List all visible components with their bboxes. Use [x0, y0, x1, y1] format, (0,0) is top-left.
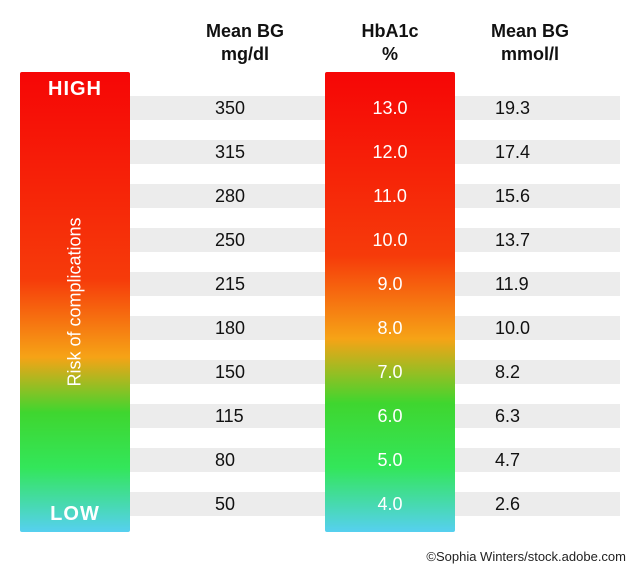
- cell-hba1c: 4.0: [325, 494, 455, 515]
- cell-hba1c: 13.0: [325, 98, 455, 119]
- risk-low-label: LOW: [50, 503, 100, 532]
- cell-hba1c: 8.0: [325, 318, 455, 339]
- cell-mmol: 10.0: [455, 318, 605, 339]
- cell-hba1c: 6.0: [325, 406, 455, 427]
- hba1c-chart: Mean BG mg/dl HbA1c % Mean BG mmol/l 350…: [0, 0, 640, 572]
- risk-high-label: HIGH: [48, 72, 102, 101]
- cell-mgdl: 50: [165, 494, 325, 515]
- header-mgdl-line1: Mean BG: [165, 20, 325, 43]
- credit-text: ©Sophia Winters/stock.adobe.com: [426, 549, 626, 564]
- cell-mmol: 19.3: [455, 98, 605, 119]
- header-mgdl: Mean BG mg/dl: [165, 20, 325, 70]
- cell-mmol: 6.3: [455, 406, 605, 427]
- cell-mmol: 8.2: [455, 362, 605, 383]
- risk-side-label: Risk of complications: [65, 217, 86, 386]
- cell-mgdl: 250: [165, 230, 325, 251]
- cell-mmol: 2.6: [455, 494, 605, 515]
- header-mgdl-line2: mg/dl: [165, 43, 325, 66]
- header-mmol: Mean BG mmol/l: [455, 20, 605, 70]
- header-mmol-line1: Mean BG: [455, 20, 605, 43]
- cell-hba1c: 10.0: [325, 230, 455, 251]
- cell-mmol: 4.7: [455, 450, 605, 471]
- cell-mmol: 15.6: [455, 186, 605, 207]
- cell-mgdl: 350: [165, 98, 325, 119]
- cell-hba1c: 9.0: [325, 274, 455, 295]
- cell-mmol: 13.7: [455, 230, 605, 251]
- cell-hba1c: 7.0: [325, 362, 455, 383]
- cell-mgdl: 115: [165, 406, 325, 427]
- header-mmol-line2: mmol/l: [455, 43, 605, 66]
- cell-mgdl: 180: [165, 318, 325, 339]
- risk-gradient-bar: HIGH Risk of complications LOW: [20, 72, 130, 532]
- cell-mgdl: 215: [165, 274, 325, 295]
- header-hba1c-line1: HbA1c: [325, 20, 455, 43]
- cell-hba1c: 5.0: [325, 450, 455, 471]
- cell-hba1c: 11.0: [325, 186, 455, 207]
- cell-mgdl: 80: [165, 450, 325, 471]
- cell-mgdl: 150: [165, 362, 325, 383]
- cell-mgdl: 315: [165, 142, 325, 163]
- cell-hba1c: 12.0: [325, 142, 455, 163]
- header-hba1c-line2: %: [325, 43, 455, 66]
- cell-mgdl: 280: [165, 186, 325, 207]
- column-headers: Mean BG mg/dl HbA1c % Mean BG mmol/l: [20, 20, 620, 70]
- header-hba1c: HbA1c %: [325, 20, 455, 70]
- cell-mmol: 17.4: [455, 142, 605, 163]
- header-risk-spacer: [20, 20, 165, 70]
- cell-mmol: 11.9: [455, 274, 605, 295]
